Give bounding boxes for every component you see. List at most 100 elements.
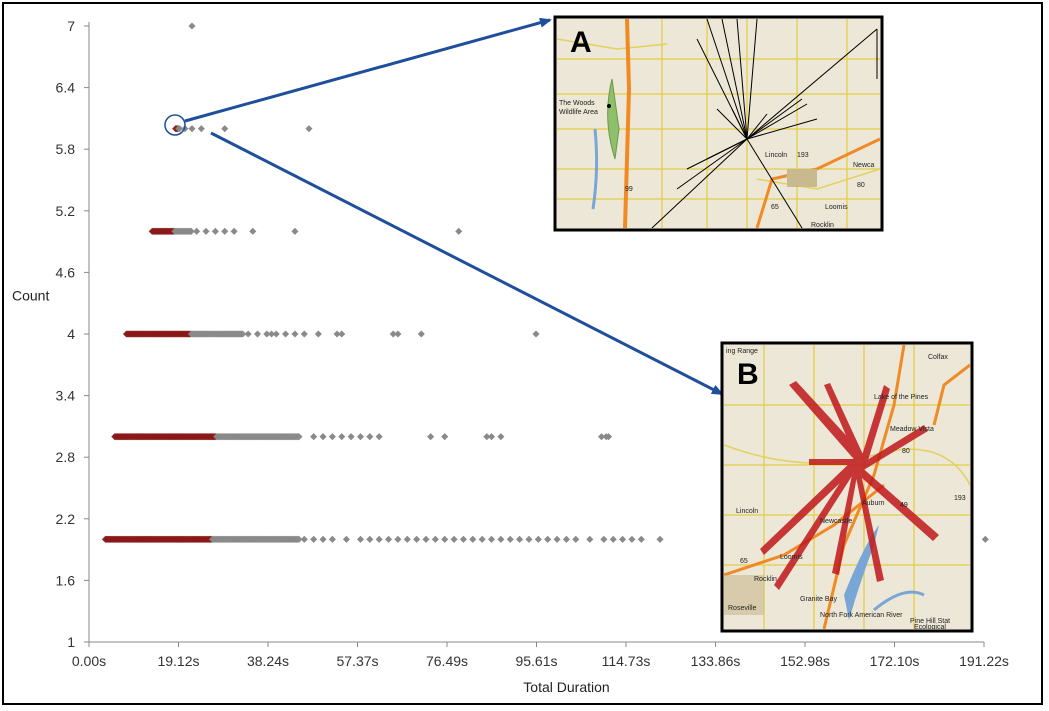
callout-circle	[164, 114, 186, 136]
map-b-label: North Fork American River	[820, 612, 903, 619]
arrow-to-inset-b	[210, 131, 724, 396]
data-point	[253, 330, 262, 338]
data-point	[328, 535, 336, 543]
data-point	[230, 227, 238, 235]
x-tick-label: 95.61s	[515, 653, 557, 669]
data-point	[487, 535, 496, 543]
data-point	[441, 433, 449, 441]
inset-map-b: ing Range Colfax Lake of the Pines Meado…	[720, 341, 974, 633]
map-a-label: 99	[625, 186, 633, 193]
data-point	[478, 535, 486, 543]
map-b-label: Colfax	[928, 354, 948, 361]
data-point	[417, 330, 425, 338]
map-b-label: Lincoln	[736, 508, 758, 515]
data-point	[586, 535, 594, 543]
data-point	[176, 125, 184, 133]
data-point	[268, 330, 276, 338]
data-point	[328, 433, 336, 441]
map-b-label: Newcastle	[820, 518, 852, 525]
y-tick-label: 4	[67, 326, 75, 342]
data-point	[422, 535, 430, 543]
data-point	[291, 227, 299, 235]
data-point	[187, 227, 195, 235]
data-point	[487, 433, 496, 441]
map-a-label: Wildlife Area	[559, 109, 598, 116]
data-point	[356, 433, 365, 441]
data-point	[394, 535, 402, 543]
data-point	[656, 535, 664, 543]
data-point	[441, 535, 449, 543]
data-point	[333, 330, 341, 338]
x-axis-label: Total Duration	[523, 679, 609, 695]
map-b-label: Ecological	[914, 624, 946, 631]
data-point	[497, 535, 505, 543]
data-point	[628, 535, 636, 543]
data-point	[562, 535, 570, 543]
data-point	[609, 535, 617, 543]
x-tick-label: 19.12s	[157, 653, 199, 669]
arrow-to-inset-a	[184, 17, 552, 123]
data-point	[532, 330, 540, 338]
data-point	[600, 535, 608, 543]
data-point	[300, 535, 308, 543]
map-b-label: 49	[900, 502, 908, 509]
inset-map-a: The Woods Wildlife Area Lincoln Newca Lo…	[553, 15, 884, 232]
map-b-label: Granite Bay	[800, 596, 837, 603]
data-point	[366, 433, 374, 441]
x-tick-label: 172.10s	[870, 653, 920, 669]
data-point	[385, 535, 393, 543]
data-point	[291, 330, 299, 338]
x-tick-label: 114.73s	[602, 653, 651, 669]
data-point	[221, 125, 229, 133]
map-b-label: 80	[902, 448, 910, 455]
data-point	[347, 433, 355, 441]
data-point	[981, 535, 989, 543]
data-point	[637, 535, 645, 543]
map-b-label: Meadow Vista	[890, 426, 934, 433]
map-b-label: Pine Hill Stat	[910, 618, 950, 625]
inset-b-letter: B	[737, 358, 759, 391]
data-point	[188, 22, 196, 30]
data-point	[534, 535, 542, 543]
data-point	[305, 125, 313, 133]
data-point	[244, 330, 252, 338]
data-point	[450, 535, 458, 543]
data-point	[310, 433, 318, 441]
y-axis-label: Count	[12, 287, 49, 303]
x-tick-label: 76.49s	[426, 653, 468, 669]
data-point	[604, 433, 613, 441]
x-tick-label: 133.86s	[691, 653, 741, 669]
data-point	[375, 535, 383, 543]
data-point	[356, 535, 365, 543]
data-point	[319, 535, 327, 543]
data-point	[282, 330, 290, 338]
data-point	[342, 535, 350, 543]
data-point	[619, 535, 627, 543]
data-point	[572, 535, 580, 543]
data-point	[314, 330, 322, 338]
scatter-chart: 1 1.6 2.2 2.8 3.4 4 4.6 5.2 5.8 6.4 7 0.00s 19.12s 38…	[12, 15, 1009, 695]
data-point	[272, 330, 280, 338]
data-point	[544, 535, 552, 543]
data-point	[431, 535, 439, 543]
map-b-label: 65	[740, 558, 748, 565]
data-point	[263, 330, 271, 338]
map-a-label: 193	[797, 152, 809, 159]
x-tick-label: 0.00s	[72, 653, 106, 669]
data-point	[455, 227, 463, 235]
data-point	[338, 330, 346, 338]
data-point	[506, 535, 514, 543]
y-tick-label: 2.2	[56, 511, 76, 527]
data-point	[249, 227, 257, 235]
map-a-label: Rocklin	[811, 222, 834, 229]
map-a-label: 80	[857, 182, 865, 189]
map-b-label: Roseville	[728, 605, 757, 612]
data-point	[338, 433, 346, 441]
data-point	[469, 535, 477, 543]
x-tick-label: 152.98s	[780, 653, 830, 669]
data-point	[413, 535, 421, 543]
inset-a-letter: A	[570, 26, 592, 59]
data-point	[403, 535, 411, 543]
data-point	[221, 227, 229, 235]
x-tick-label: 57.37s	[336, 653, 378, 669]
